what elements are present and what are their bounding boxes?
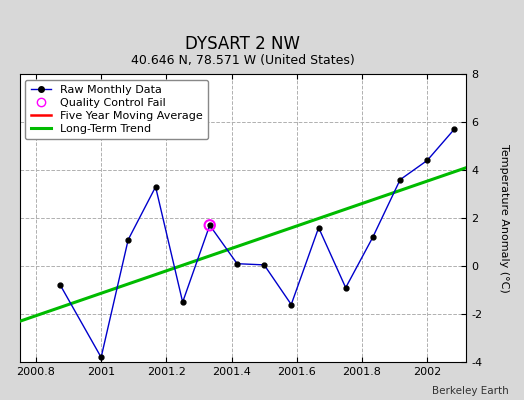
Legend: Raw Monthly Data, Quality Control Fail, Five Year Moving Average, Long-Term Tren: Raw Monthly Data, Quality Control Fail, …	[25, 80, 208, 140]
Y-axis label: Temperature Anomaly (°C): Temperature Anomaly (°C)	[499, 144, 509, 292]
Title: DYSART 2 NW: DYSART 2 NW	[185, 35, 300, 53]
Point	[205, 222, 214, 228]
Text: Berkeley Earth: Berkeley Earth	[432, 386, 508, 396]
Text: 40.646 N, 78.571 W (United States): 40.646 N, 78.571 W (United States)	[131, 54, 355, 67]
